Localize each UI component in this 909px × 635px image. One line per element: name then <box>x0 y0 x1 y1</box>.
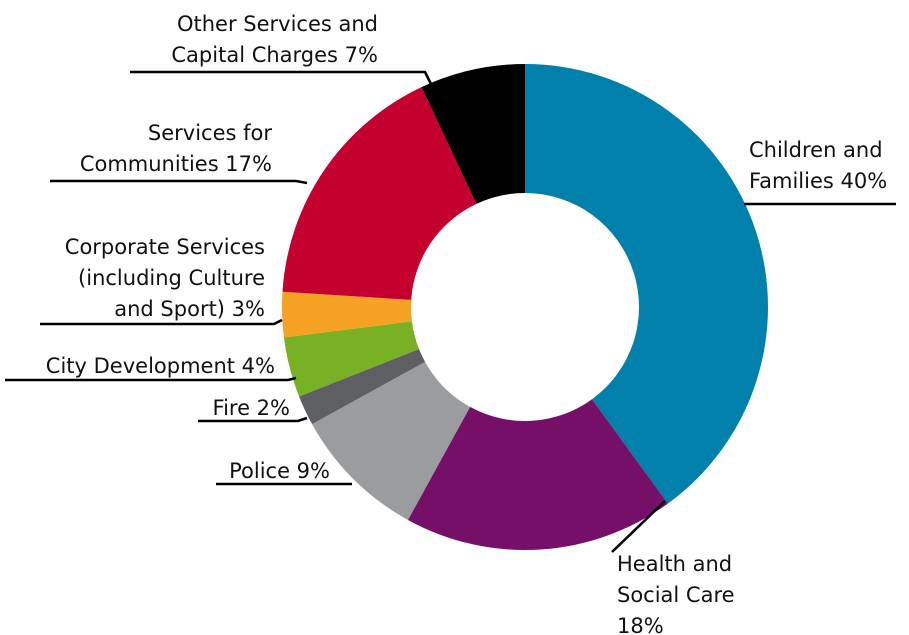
slice-5 <box>282 291 412 338</box>
slice-label-line: Police 9% <box>229 459 330 483</box>
slice-0 <box>525 64 768 504</box>
slice-label-line: Families 40% <box>749 169 887 193</box>
leader-line-1 <box>611 500 666 553</box>
slice-label-3: Fire 2% <box>213 396 290 420</box>
leader-line-4 <box>5 376 297 382</box>
slice-label-6: Services for Communities 17% <box>80 121 273 176</box>
labels-group: Children and Families 40% Health and Social… <box>46 12 887 635</box>
slice-label-line: Children and <box>749 138 883 162</box>
leader-line-6 <box>50 179 308 185</box>
slice-label-line: Fire 2% <box>213 396 290 420</box>
slice-4 <box>283 321 420 397</box>
slice-1 <box>407 399 668 550</box>
leader-lines-group <box>5 70 896 553</box>
slice-label-7: Other Services and Capital Charges 7% <box>171 12 378 67</box>
slice-label-line: Communities 17% <box>80 152 272 176</box>
slices-group <box>282 64 768 550</box>
slice-label-4: City Development 4% <box>46 354 275 378</box>
leader-line-3 <box>198 416 308 423</box>
slice-label-line: Social Care <box>617 583 735 607</box>
slice-label-line: Health and <box>617 552 732 576</box>
leader-line-5 <box>40 318 283 326</box>
slice-7 <box>421 64 525 204</box>
slice-6 <box>282 87 477 300</box>
slice-label-line: (including Culture <box>78 266 265 290</box>
slice-label-1: Health and Social Care 18% <box>617 552 735 635</box>
slice-label-2: Police 9% <box>229 459 330 483</box>
slice-label-line: Corporate Services <box>65 235 265 259</box>
slice-label-0: Children and Families 40% <box>749 138 887 193</box>
slice-2 <box>312 361 471 520</box>
slice-label-5: Corporate Services (including Culture and … <box>65 235 265 321</box>
slice-label-line: City Development 4% <box>46 354 275 378</box>
slice-label-line: 18% <box>617 614 664 635</box>
slice-label-line: Capital Charges 7% <box>171 43 378 67</box>
slice-label-line: Services for <box>148 121 272 145</box>
slice-label-line: Other Services and <box>177 12 378 36</box>
slice-label-line: and Sport) 3% <box>114 297 265 321</box>
slice-3 <box>299 348 426 425</box>
leader-line-7 <box>130 70 434 87</box>
